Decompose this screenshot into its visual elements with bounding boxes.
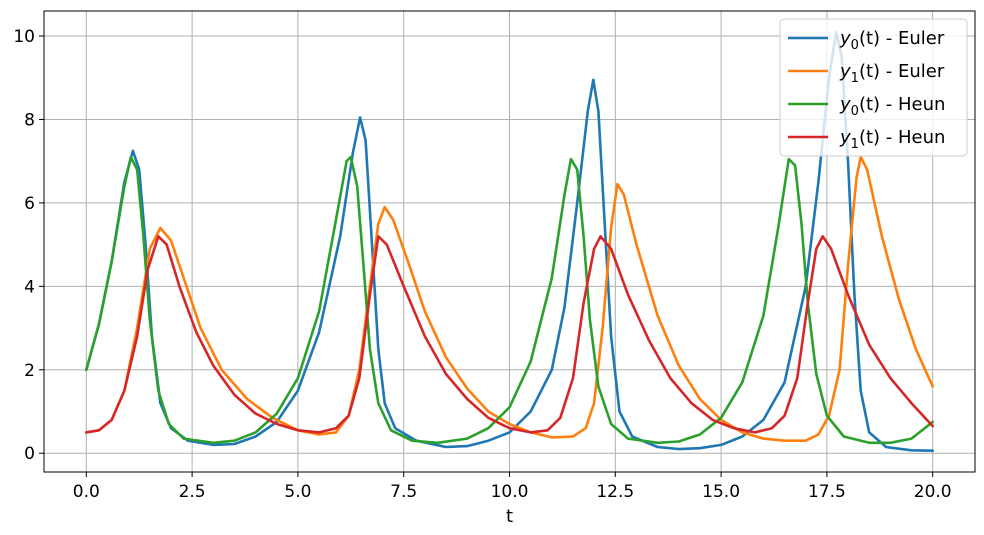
legend-label-2: y0(t) - Heun [839,94,945,119]
legend-label-subscript: 0 [851,104,859,119]
legend-label-text: (t) - Euler [859,28,945,49]
legend-label-text: (t) - Euler [859,61,945,82]
x-tick-label: 5.0 [284,482,311,502]
legend-label-3: y1(t) - Heun [839,127,945,152]
x-tick-label: 7.5 [390,482,417,502]
legend-label-subscript: 0 [851,38,859,53]
x-tick-label: 0.0 [73,482,100,502]
legend-label-base: y [839,28,851,49]
y-tick-label: 2 [24,361,35,381]
legend-label-text: (t) - Heun [859,127,945,148]
x-tick-label: 15.0 [702,482,740,502]
x-tick-label: 20.0 [914,482,952,502]
y-tick-label: 8 [24,110,35,130]
x-tick-label: 12.5 [596,482,634,502]
legend-box [779,18,968,157]
x-tick-label: 2.5 [179,482,206,502]
legend-label-text: (t) - Heun [859,94,945,115]
y-tick-label: 10 [13,27,35,47]
series-line-3 [85,235,934,434]
x-axis: 0.0 2.5 5.0 7.5 10.0 12.5 15.0 17.5 20.0 [73,472,952,502]
legend-label-0: y0(t) - Euler [839,28,945,53]
y-tick-label: 6 [24,194,35,214]
legend-label-base: y [839,61,851,82]
legend-label-base: y [839,127,851,148]
x-tick-label: 10.0 [491,482,529,502]
y-axis: 0 2 4 6 8 10 [13,27,44,464]
legend-label-base: y [839,94,851,115]
series-line-2 [85,155,934,445]
y-tick-label: 4 [24,277,35,297]
legend-label-subscript: 1 [851,137,859,152]
legend-label-subscript: 1 [851,71,859,86]
legend-label-1: y1(t) - Euler [839,61,945,86]
y-tick-label: 0 [24,444,35,464]
series-layer [85,30,934,452]
x-tick-label: 17.5 [808,482,846,502]
x-axis-label: t [506,506,513,527]
